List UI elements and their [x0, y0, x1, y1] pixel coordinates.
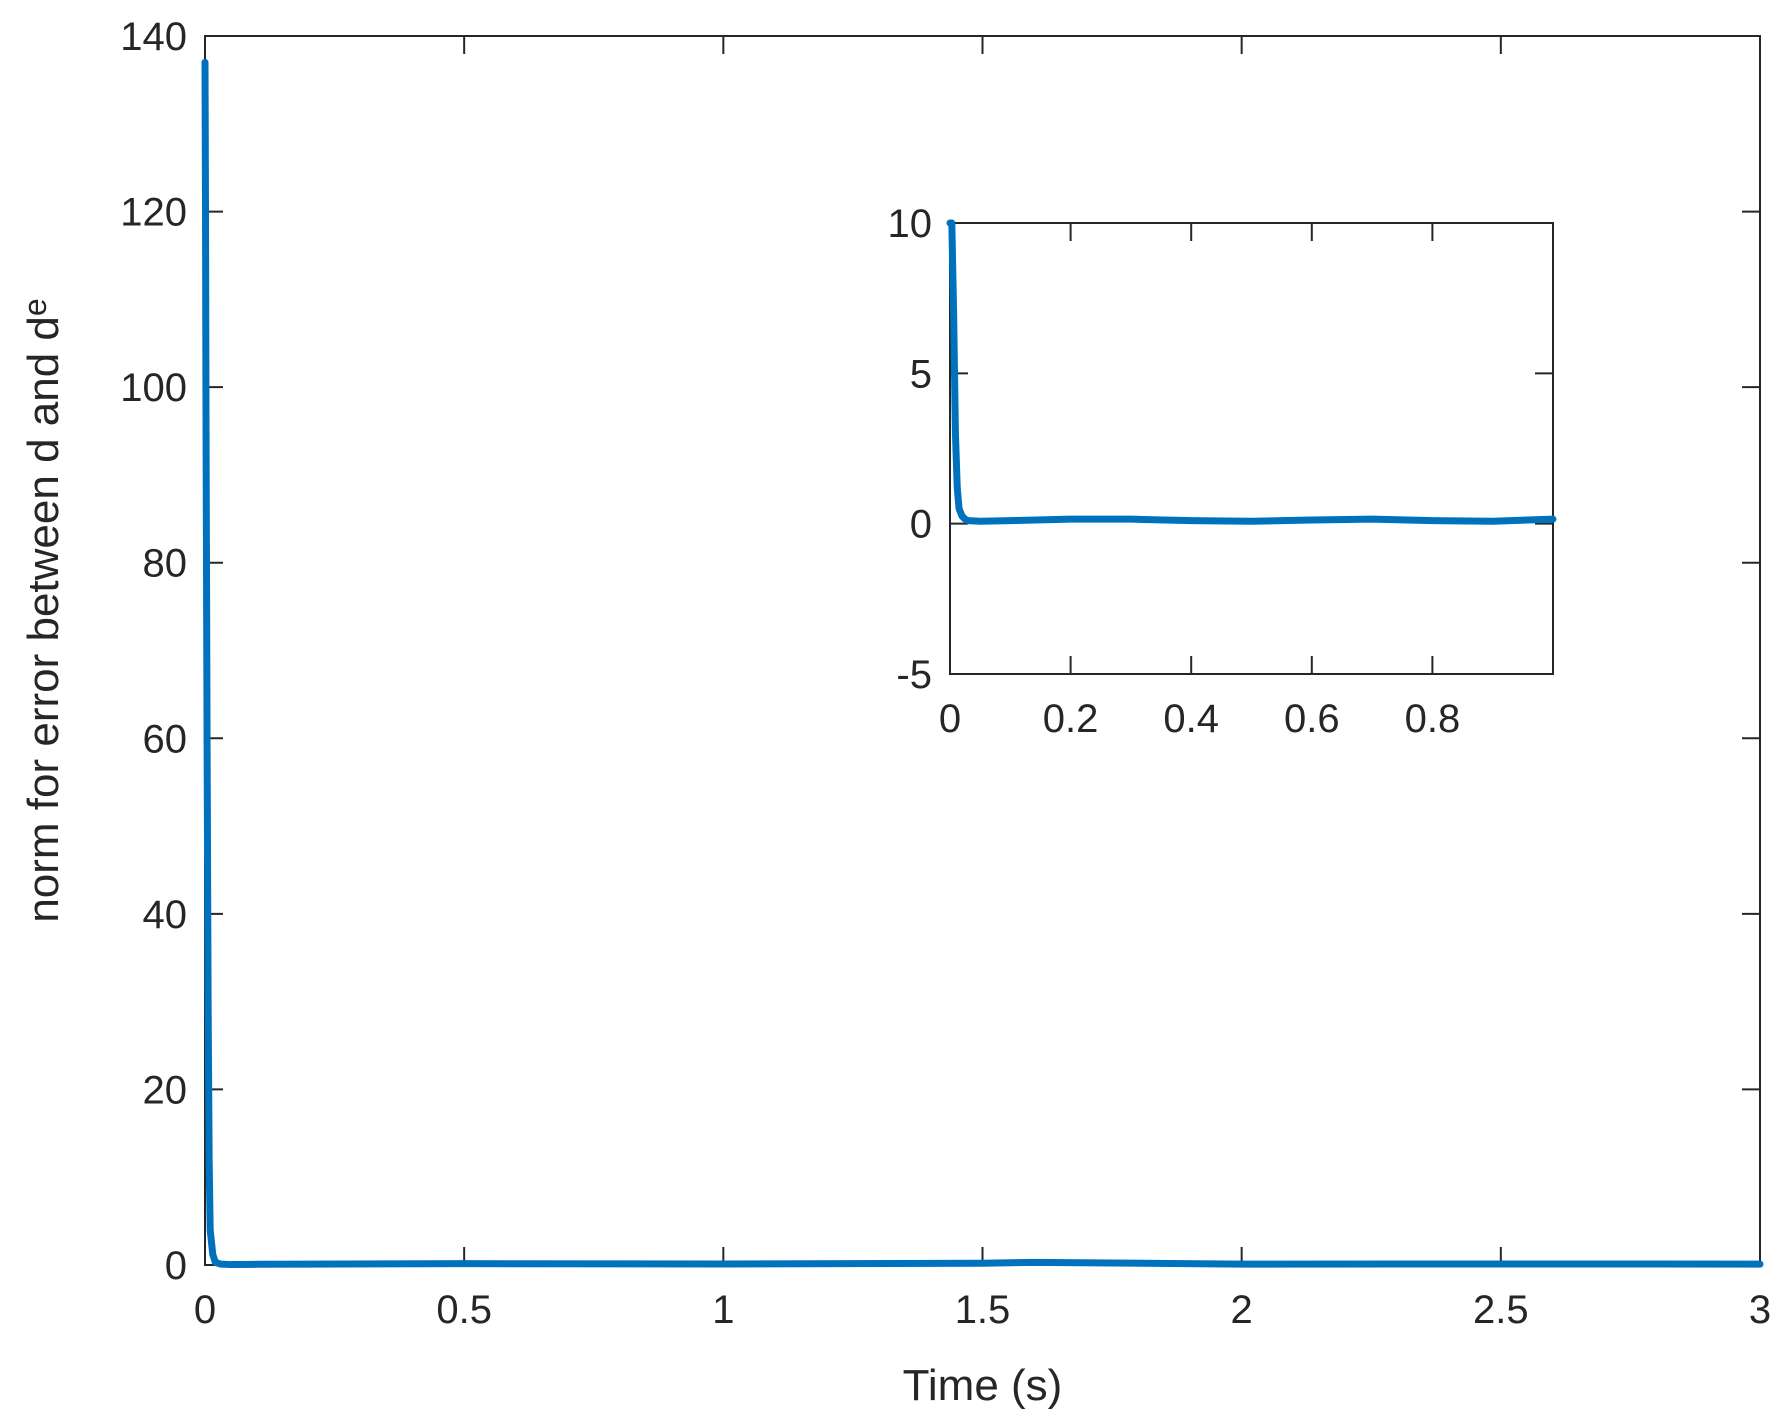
inset-x-tick-label: 0.6 [1284, 697, 1340, 741]
inset-plot-area [949, 222, 1554, 675]
main-x-tick-label: 1.5 [955, 1288, 1011, 1332]
main-y-axis-label-text: norm for error between d and d [19, 316, 68, 923]
inset-y-ticks: -5 0 5 10 [888, 202, 1553, 697]
main-y-tick-label: 120 [120, 191, 187, 235]
inset-x-tick-label: 0.4 [1163, 697, 1219, 741]
main-x-axis-label: Time (s) [903, 1361, 1063, 1410]
inset-y-tick-label: 5 [910, 352, 932, 396]
main-x-ticks: 0 0.5 1 1.5 2 2.5 3 [194, 36, 1771, 1332]
main-y-axis-label: norm for error between d and de [17, 298, 68, 922]
inset-y-tick-label: 0 [910, 503, 932, 547]
main-y-tick-label: 100 [120, 366, 187, 410]
inset-y-tick-label: 10 [888, 202, 933, 246]
inset-x-ticks: 0 0.2 0.4 0.6 0.8 [939, 223, 1460, 741]
inset-x-tick-label: 0.8 [1405, 697, 1461, 741]
main-y-tick-label: 140 [120, 15, 187, 59]
main-y-tick-label: 40 [143, 893, 188, 937]
main-y-tick-label: 80 [143, 542, 188, 586]
main-y-tick-label: 0 [165, 1244, 187, 1288]
main-x-tick-label: 3 [1749, 1288, 1771, 1332]
inset-x-tick-label: 0 [939, 697, 961, 741]
main-y-tick-label: 60 [143, 717, 188, 761]
inset-x-tick-label: 0.2 [1043, 697, 1099, 741]
main-series-line [201, 58, 1764, 1269]
main-x-tick-label: 2.5 [1473, 1288, 1529, 1332]
main-x-tick-label: 2 [1231, 1288, 1253, 1332]
main-x-tick-label: 0.5 [436, 1288, 492, 1332]
inset-series-line [946, 219, 1557, 525]
main-x-tick-label: 1 [712, 1288, 734, 1332]
inset-y-tick-label: -5 [896, 653, 932, 697]
main-x-tick-label: 0 [194, 1288, 216, 1332]
main-y-axis-label-subscript: e [17, 298, 53, 316]
main-y-tick-label: 20 [143, 1068, 188, 1112]
